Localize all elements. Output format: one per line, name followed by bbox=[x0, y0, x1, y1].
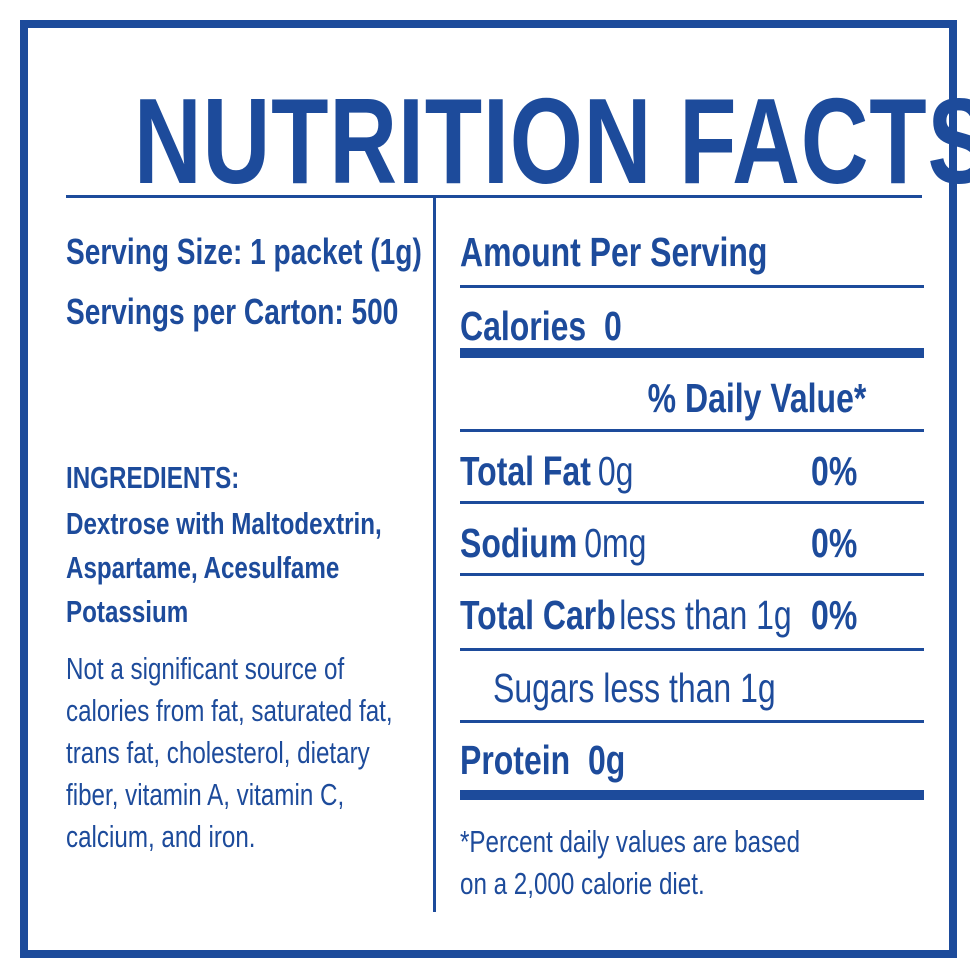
page-title: NUTRITION FACTS bbox=[133, 73, 970, 209]
ingredients-line: Potassium bbox=[66, 594, 189, 629]
footnote-line: *Percent daily values are based bbox=[460, 824, 801, 859]
amount-per-serving: Amount Per Serving bbox=[460, 229, 768, 275]
ingredients-heading: INGREDIENTS: bbox=[66, 460, 240, 495]
nutrient-row-sugars: Sugars less than 1g bbox=[493, 665, 776, 711]
thick-divider bbox=[460, 348, 924, 358]
protein-label: Protein bbox=[460, 737, 571, 783]
ingredients-line: Aspartame, Acesulfame bbox=[66, 550, 340, 585]
disclaimer-line: Not a significant source of bbox=[66, 651, 345, 686]
nutrient-label: Total Fat bbox=[460, 448, 591, 494]
calories-value: 0 bbox=[603, 303, 622, 349]
nutrient-percent: 0% bbox=[810, 592, 857, 638]
nutrient-row-total-carb: Total Carb less than 1g bbox=[460, 595, 792, 636]
serving-size: Serving Size: 1 packet (1g) bbox=[66, 231, 422, 272]
nutrient-percent: 0% bbox=[810, 448, 857, 494]
thick-divider bbox=[460, 790, 924, 800]
calories-label: Calories bbox=[460, 303, 587, 349]
row-divider bbox=[460, 720, 924, 723]
daily-value-header: % Daily Value* bbox=[647, 375, 866, 421]
ingredients-line: Dextrose with Maltodextrin, bbox=[66, 506, 382, 541]
disclaimer-line: trans fat, cholesterol, dietary bbox=[66, 735, 370, 770]
title-divider bbox=[66, 195, 922, 198]
disclaimer-line: fiber, vitamin A, vitamin C, bbox=[66, 777, 345, 812]
nutrient-amount: less than 1g bbox=[619, 592, 792, 638]
nutrient-row-protein: Protein 0g bbox=[460, 740, 625, 781]
label-frame: NUTRITION FACTS Serving Size: 1 packet (… bbox=[20, 20, 970, 958]
nutrient-row-sodium: Sodium 0mg bbox=[460, 523, 646, 564]
disclaimer-line: calories from fat, saturated fat, bbox=[66, 693, 393, 728]
calories-row: Calories 0 bbox=[460, 306, 622, 347]
footnote-line: on a 2,000 calorie diet. bbox=[460, 866, 705, 901]
nutrient-row-total-fat: Total Fat 0g bbox=[460, 451, 633, 492]
nutrient-amount: 0mg bbox=[584, 520, 647, 566]
protein-value: 0g bbox=[587, 737, 626, 783]
servings-per-carton: Servings per Carton: 500 bbox=[66, 291, 399, 332]
row-divider bbox=[460, 573, 924, 576]
nutrient-amount: 0g bbox=[597, 448, 634, 494]
row-divider bbox=[460, 285, 924, 288]
nutrient-label: Sodium bbox=[460, 520, 578, 566]
row-divider bbox=[460, 501, 924, 504]
row-divider bbox=[460, 648, 924, 651]
row-divider bbox=[460, 429, 924, 432]
disclaimer-line: calcium, and iron. bbox=[66, 819, 256, 854]
nutrient-label: Total Carb bbox=[460, 592, 616, 638]
column-divider bbox=[433, 195, 436, 912]
nutrient-percent: 0% bbox=[810, 520, 857, 566]
